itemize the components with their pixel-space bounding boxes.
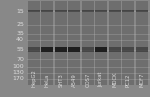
Bar <box>109 1 121 85</box>
Bar <box>136 10 148 12</box>
Bar <box>68 10 80 12</box>
Bar <box>28 47 40 52</box>
Bar <box>136 47 148 52</box>
Text: 25: 25 <box>16 22 24 27</box>
Text: 15: 15 <box>16 9 24 14</box>
Text: MDCK: MDCK <box>112 72 117 87</box>
Bar <box>95 10 107 12</box>
Bar <box>82 10 94 12</box>
Text: A549: A549 <box>72 74 77 87</box>
Text: 170: 170 <box>12 76 24 81</box>
Text: 40: 40 <box>16 37 24 42</box>
Text: 35: 35 <box>16 31 24 36</box>
Bar <box>82 1 94 85</box>
Bar <box>28 1 40 85</box>
Text: PC12: PC12 <box>126 74 131 87</box>
Text: SHT3: SHT3 <box>58 74 63 87</box>
Bar <box>55 47 67 52</box>
Bar <box>41 47 53 52</box>
Text: COS7: COS7 <box>85 73 90 87</box>
Bar <box>122 10 134 12</box>
Bar <box>55 1 67 85</box>
Bar <box>41 1 53 85</box>
Bar <box>68 1 80 85</box>
Bar <box>122 1 134 85</box>
Text: 100: 100 <box>12 64 24 69</box>
Bar <box>55 10 67 12</box>
Bar <box>95 1 107 85</box>
Bar <box>122 47 134 52</box>
Bar <box>109 47 121 52</box>
Text: MCF7: MCF7 <box>139 73 144 87</box>
Text: HeLa: HeLa <box>45 74 50 87</box>
Bar <box>68 47 80 52</box>
Bar <box>95 47 107 52</box>
Text: HepG2: HepG2 <box>31 69 36 87</box>
Text: Jurkat: Jurkat <box>99 72 104 87</box>
Bar <box>41 10 53 12</box>
Text: 70: 70 <box>16 57 24 62</box>
Bar <box>28 10 40 12</box>
Text: 130: 130 <box>12 70 24 75</box>
Bar <box>136 1 148 85</box>
Bar <box>109 10 121 12</box>
Bar <box>82 47 94 52</box>
Text: 55: 55 <box>16 47 24 52</box>
